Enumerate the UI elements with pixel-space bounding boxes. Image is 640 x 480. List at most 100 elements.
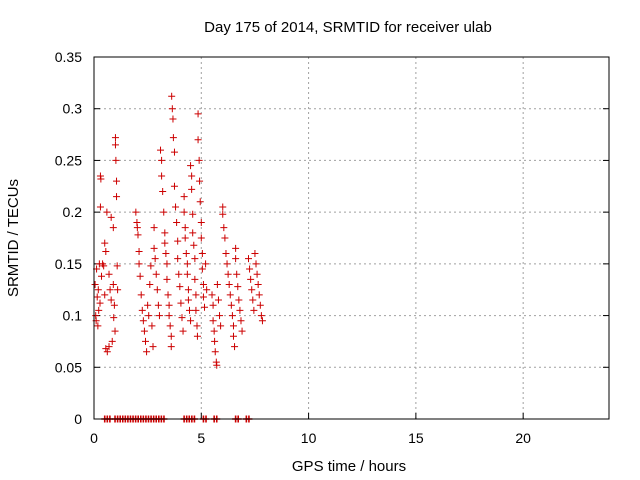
data-point — [199, 281, 207, 289]
data-point — [178, 314, 186, 322]
data-point — [103, 208, 111, 216]
data-point — [135, 260, 143, 268]
data-point — [158, 172, 166, 180]
data-point — [162, 250, 170, 258]
data-point — [232, 244, 240, 252]
data-point — [108, 337, 116, 345]
data-point — [182, 250, 190, 258]
data-point — [210, 327, 218, 335]
data-point — [247, 275, 255, 283]
data-point — [191, 275, 199, 283]
data-point — [246, 265, 254, 273]
data-point — [140, 327, 148, 335]
data-point — [169, 115, 177, 123]
x-tick-label: 0 — [90, 430, 98, 446]
data-point — [189, 229, 197, 237]
data-point — [91, 281, 99, 289]
data-point — [109, 281, 117, 289]
data-point — [170, 148, 178, 156]
data-point — [168, 92, 176, 100]
data-point — [170, 182, 178, 190]
data-point — [213, 361, 221, 369]
data-point — [189, 210, 197, 218]
data-point — [163, 260, 171, 268]
y-axis-label: SRMTID / TECUs — [5, 179, 22, 297]
data-point — [256, 301, 264, 309]
data-point — [153, 286, 161, 294]
y-tick-label: 0.35 — [55, 49, 82, 65]
data-point — [105, 270, 113, 278]
data-point — [197, 234, 205, 242]
data-point — [174, 237, 182, 245]
data-point — [194, 110, 202, 118]
data-point — [181, 224, 189, 232]
data-point — [106, 286, 114, 294]
data-point — [202, 260, 210, 268]
data-point — [101, 239, 109, 247]
y-tick-label: 0.1 — [63, 308, 83, 324]
data-point — [143, 348, 151, 356]
data-point — [180, 193, 188, 201]
data-point — [152, 270, 160, 278]
data-point — [198, 250, 206, 258]
data-point — [107, 296, 115, 304]
data-point — [136, 272, 144, 280]
y-tick-label: 0.05 — [55, 359, 82, 375]
data-point — [135, 247, 143, 255]
data-point — [158, 156, 166, 164]
data-point — [114, 286, 122, 294]
data-point — [188, 185, 196, 193]
data-point — [113, 262, 121, 270]
data-point — [184, 286, 192, 294]
data-point — [196, 198, 204, 206]
data-point — [137, 291, 145, 299]
data-point — [100, 262, 108, 270]
data-point — [154, 301, 162, 309]
data-point — [257, 312, 265, 320]
data-point — [134, 231, 142, 239]
data-point — [254, 281, 262, 289]
data-point — [232, 255, 240, 263]
data-point — [213, 281, 221, 289]
data-point — [253, 270, 261, 278]
y-tick-label: 0.15 — [55, 256, 82, 272]
data-point — [235, 296, 243, 304]
data-point — [184, 296, 192, 304]
x-axis-label: GPS time / hours — [292, 458, 406, 475]
data-point — [248, 286, 256, 294]
data-point — [197, 218, 205, 226]
y-tick-label: 0.2 — [63, 204, 83, 220]
data-point — [250, 306, 258, 314]
data-point — [233, 270, 241, 278]
data-point — [237, 317, 245, 325]
y-tick-label: 0 — [74, 411, 82, 427]
data-point — [147, 262, 155, 270]
chart-title: Day 175 of 2014, SRMTID for receiver ula… — [204, 19, 492, 36]
data-point — [139, 317, 147, 325]
data-point — [144, 301, 152, 309]
data-point — [169, 134, 177, 142]
data-point — [245, 255, 252, 263]
data-point — [149, 343, 157, 351]
data-point — [187, 317, 195, 325]
data-point — [172, 203, 180, 211]
data-point — [157, 146, 165, 154]
data-point — [98, 272, 106, 280]
data-point — [188, 172, 196, 180]
data-point — [96, 203, 104, 211]
data-point — [219, 203, 227, 211]
data-point — [179, 327, 187, 335]
data-point — [107, 213, 115, 221]
data-point — [94, 322, 102, 330]
data-point — [95, 306, 103, 314]
data-point — [216, 312, 224, 320]
x-tick-label: 15 — [408, 430, 424, 446]
data-point — [167, 332, 175, 340]
x-tick-label: 5 — [197, 430, 205, 446]
data-point — [109, 224, 117, 232]
data-point — [165, 301, 173, 309]
data-point — [111, 134, 119, 142]
x-tick-label: 20 — [515, 430, 531, 446]
data-point — [211, 337, 219, 345]
